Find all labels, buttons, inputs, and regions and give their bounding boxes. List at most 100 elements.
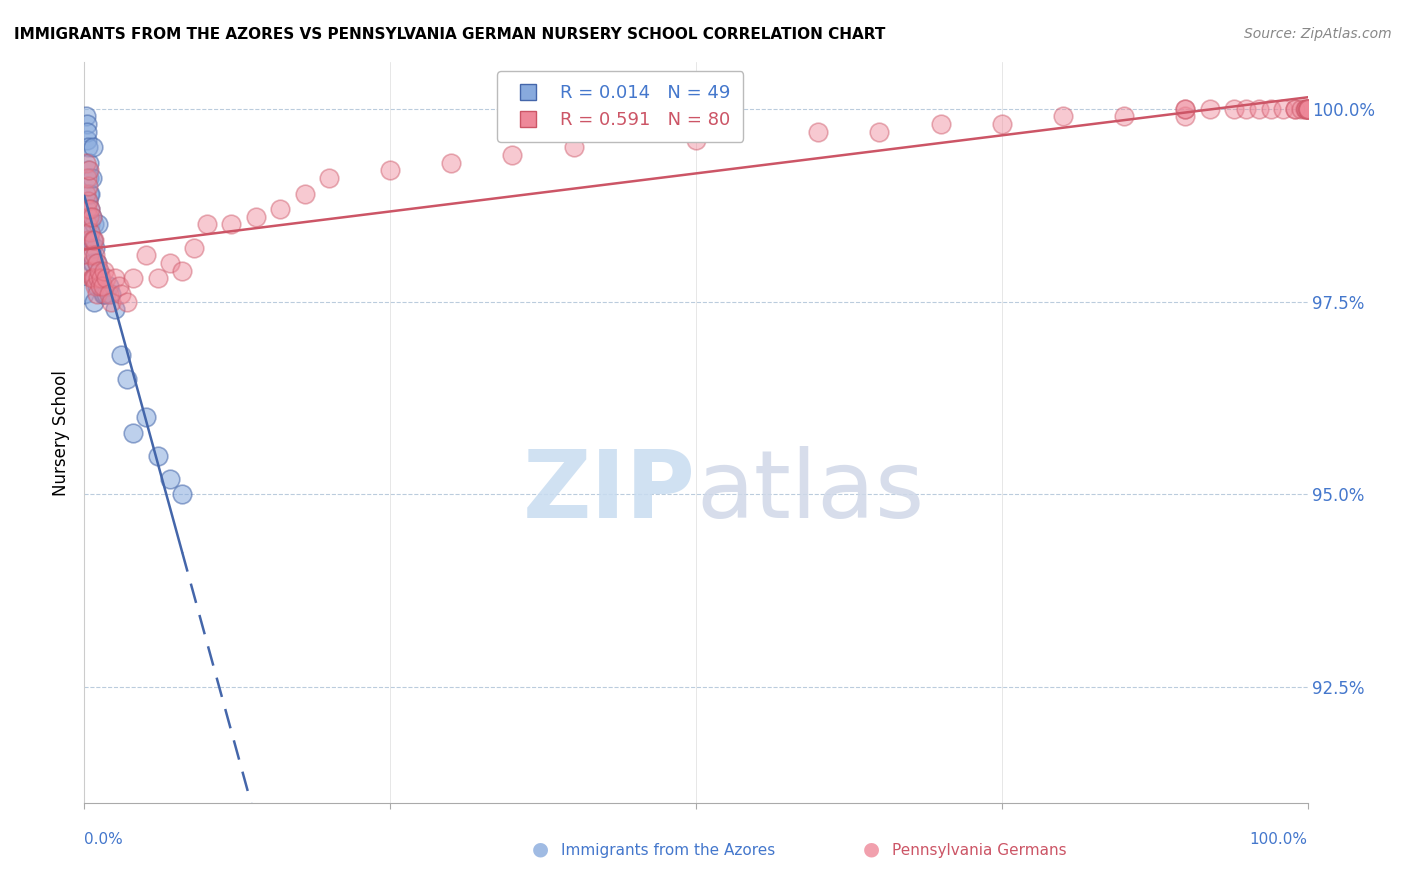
- Point: [83, 233, 105, 247]
- Point: [245, 210, 267, 224]
- Point: [87, 218, 110, 232]
- Point: [110, 349, 132, 363]
- Point: [82, 271, 104, 285]
- Point: [83, 294, 105, 309]
- Point: [172, 487, 194, 501]
- Point: [135, 248, 157, 262]
- Point: [84, 240, 107, 254]
- Point: [91, 286, 114, 301]
- Point: [1284, 102, 1306, 116]
- Point: [269, 202, 291, 216]
- Point: [77, 248, 100, 262]
- Point: [77, 194, 100, 209]
- Point: [86, 256, 108, 270]
- Point: [76, 125, 98, 139]
- Point: [219, 218, 242, 232]
- Point: [991, 117, 1014, 131]
- Point: [80, 271, 103, 285]
- Point: [1294, 102, 1316, 116]
- Text: 0.0%: 0.0%: [84, 831, 124, 847]
- Text: ●: ●: [862, 839, 880, 859]
- Point: [73, 286, 96, 301]
- Text: atlas: atlas: [696, 446, 924, 538]
- Point: [89, 279, 111, 293]
- Point: [77, 155, 100, 169]
- Point: [82, 233, 104, 247]
- Point: [80, 171, 103, 186]
- Point: [929, 117, 952, 131]
- Point: [1296, 102, 1319, 116]
- Point: [80, 240, 103, 254]
- Point: [183, 240, 205, 254]
- Point: [84, 248, 107, 262]
- Point: [77, 210, 100, 224]
- Point: [1174, 110, 1197, 124]
- Point: [502, 148, 524, 162]
- Point: [76, 171, 98, 186]
- Point: [1114, 110, 1136, 124]
- Point: [146, 449, 169, 463]
- Point: [87, 271, 110, 285]
- Point: [83, 218, 105, 232]
- Point: [79, 263, 101, 277]
- Text: IMMIGRANTS FROM THE AZORES VS PENNSYLVANIA GERMAN NURSERY SCHOOL CORRELATION CHA: IMMIGRANTS FROM THE AZORES VS PENNSYLVAN…: [14, 27, 886, 42]
- Point: [1174, 102, 1197, 116]
- Point: [122, 425, 145, 440]
- Point: [77, 194, 100, 209]
- Point: [172, 263, 194, 277]
- Point: [79, 186, 101, 201]
- Point: [104, 271, 127, 285]
- Point: [79, 225, 101, 239]
- Point: [110, 286, 132, 301]
- Point: [76, 132, 98, 146]
- Point: [100, 286, 122, 301]
- Point: [77, 171, 100, 186]
- Point: [87, 263, 110, 277]
- Point: [86, 279, 108, 293]
- Point: [1236, 102, 1258, 116]
- Point: [77, 233, 100, 247]
- Point: [93, 286, 115, 301]
- Point: [1260, 102, 1282, 116]
- Point: [1295, 102, 1317, 116]
- Point: [82, 271, 104, 285]
- Point: [76, 117, 98, 131]
- Point: [77, 210, 100, 224]
- Point: [97, 279, 120, 293]
- Point: [75, 155, 97, 169]
- Point: [77, 186, 100, 201]
- Point: [77, 163, 100, 178]
- Text: Pennsylvania Germans: Pennsylvania Germans: [891, 843, 1066, 857]
- Legend: R = 0.014   N = 49, R = 0.591   N = 80: R = 0.014 N = 49, R = 0.591 N = 80: [498, 71, 744, 142]
- Point: [79, 202, 101, 216]
- Point: [75, 186, 97, 201]
- Text: Source: ZipAtlas.com: Source: ZipAtlas.com: [1244, 27, 1392, 41]
- Point: [79, 233, 101, 247]
- Point: [82, 140, 104, 154]
- Point: [90, 279, 112, 293]
- Point: [76, 218, 98, 232]
- Point: [115, 371, 138, 385]
- Point: [84, 279, 107, 293]
- Point: [79, 225, 101, 239]
- Point: [77, 163, 100, 178]
- Point: [80, 256, 103, 270]
- Point: [89, 271, 111, 285]
- Point: [135, 410, 157, 425]
- Text: ●: ●: [533, 839, 550, 859]
- Point: [82, 256, 104, 270]
- Point: [1272, 102, 1295, 116]
- Point: [115, 294, 138, 309]
- Point: [77, 178, 100, 193]
- Point: [97, 286, 120, 301]
- Point: [1247, 102, 1270, 116]
- Point: [1174, 102, 1197, 116]
- Point: [159, 472, 181, 486]
- Point: [1296, 102, 1319, 116]
- Point: [86, 256, 108, 270]
- Point: [86, 286, 108, 301]
- Point: [1296, 102, 1319, 116]
- Point: [83, 271, 105, 285]
- Point: [869, 125, 891, 139]
- Point: [107, 279, 129, 293]
